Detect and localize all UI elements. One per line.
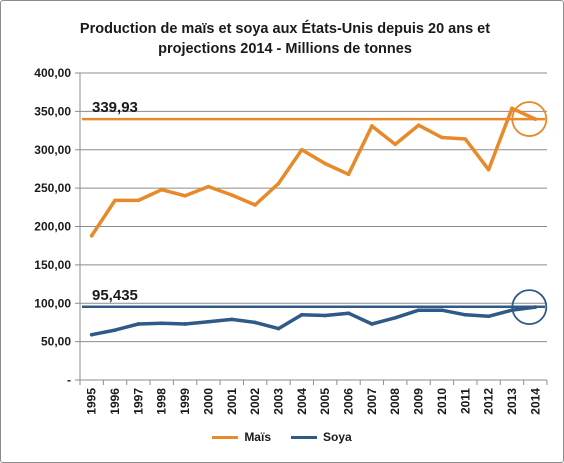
data-point-1-1998 [159,321,164,326]
data-point-1-2004 [300,312,304,317]
data-point-1-2011 [463,312,468,317]
x-tick-label-2014: 2014 [528,388,542,415]
data-point-0-1996 [113,198,117,203]
data-point-1-2005 [323,313,327,318]
data-point-1-2006 [346,311,351,316]
axis-layer: - 50,00 100,00 150,00 200,00 250,00 300,00 350,… [34,66,548,415]
y-tick-label-350: 350,00 [34,104,71,118]
data-point-0-2011 [463,137,468,141]
data-point-0-2001 [229,193,234,197]
data-point-1-2009 [416,308,421,312]
data-point-0-2000 [206,184,211,189]
y-tick-label-200: 200,00 [34,220,71,234]
data-point-0-2003 [276,181,281,186]
data-point-1-2001 [229,317,234,322]
y-tick-label-150: 150,00 [34,258,71,272]
data-point-1-1997 [136,322,141,326]
legend: Maïs Soya [0,430,564,444]
highlight-circle-0 [511,101,548,137]
y-tick-label-0: - [67,373,71,387]
series-layer [89,101,548,337]
data-point-0-2005 [323,161,327,166]
data-point-1-1995 [89,332,94,337]
x-tick-label-2013: 2013 [505,388,519,415]
legend-item-mais: Maïs [212,430,271,444]
data-point-0-2010 [440,135,444,140]
data-point-0-1999 [183,194,187,198]
data-point-0-2006 [346,172,351,177]
data-point-0-2009 [416,123,421,127]
data-point-0-2012 [486,167,491,172]
y-tick-label-300: 300,00 [34,143,71,157]
reference-label-0: 339,93 [92,99,138,116]
reference-lines: 339,93 95,435 [82,99,545,309]
data-point-1-2008 [393,316,398,320]
data-point-0-1997 [136,198,141,203]
data-point-0-1995 [89,233,94,238]
data-point-1-2000 [206,319,211,324]
x-tick-label-2000: 2000 [201,388,215,415]
y-tick-label-100: 100,00 [34,296,71,310]
data-point-0-1998 [159,187,164,192]
x-tick-label-2012: 2012 [482,388,496,415]
legend-label-mais: Maïs [244,430,271,444]
x-tick-label-2006: 2006 [342,388,356,415]
y-tick-label-400: 400,00 [34,66,71,80]
legend-swatch-mais [212,435,239,439]
x-tick-label-2004: 2004 [295,388,309,415]
data-point-0-2008 [393,142,398,147]
x-tick-label-2007: 2007 [365,388,379,415]
data-point-1-2007 [370,322,374,326]
data-point-0-2004 [300,147,304,152]
x-tick-label-2008: 2008 [388,388,402,415]
series-line-0 [89,106,538,238]
chart-title-line-2: projections 2014 - Millions de tonnes [158,41,412,57]
legend-swatch-soya [291,435,317,439]
data-point-1-1996 [113,328,117,332]
x-tick-label-2005: 2005 [318,388,332,415]
data-point-1-2012 [486,314,491,319]
data-point-1-2010 [440,308,444,312]
reference-label-1: 95,435 [92,287,138,304]
y-tick-label-50: 50,00 [41,335,71,349]
x-tick-label-1999: 1999 [178,388,192,415]
x-tick-label-2010: 2010 [435,388,449,415]
data-point-0-2007 [370,124,374,128]
x-tick-label-2003: 2003 [271,388,285,415]
x-tick-label-1995: 1995 [85,388,99,415]
legend-label-soya: Soya [323,430,352,444]
x-tick-label-2011: 2011 [458,388,472,414]
x-tick-label-2002: 2002 [248,388,262,415]
data-point-1-2003 [276,326,281,331]
data-point-0-2014 [533,117,538,121]
x-tick-label-2009: 2009 [412,388,426,415]
x-tick-label-1998: 1998 [155,388,169,415]
legend-item-soya: Soya [291,430,352,444]
chart-title-line-1: Production de maïs et soya aux États-Uni… [79,21,491,37]
data-point-1-2014 [533,305,538,309]
data-point-1-1999 [183,322,187,326]
y-tick-label-250: 250,00 [34,181,71,195]
data-point-1-2002 [253,320,257,325]
x-tick-label-1996: 1996 [108,388,122,415]
data-point-0-2002 [253,203,257,207]
x-tick-label-1997: 1997 [131,388,145,415]
series-line-1 [89,305,538,337]
grid-layer [80,72,547,343]
data-point-0-2013 [510,106,514,111]
highlight-circle-1 [511,289,548,325]
x-tick-label-2001: 2001 [225,388,239,415]
